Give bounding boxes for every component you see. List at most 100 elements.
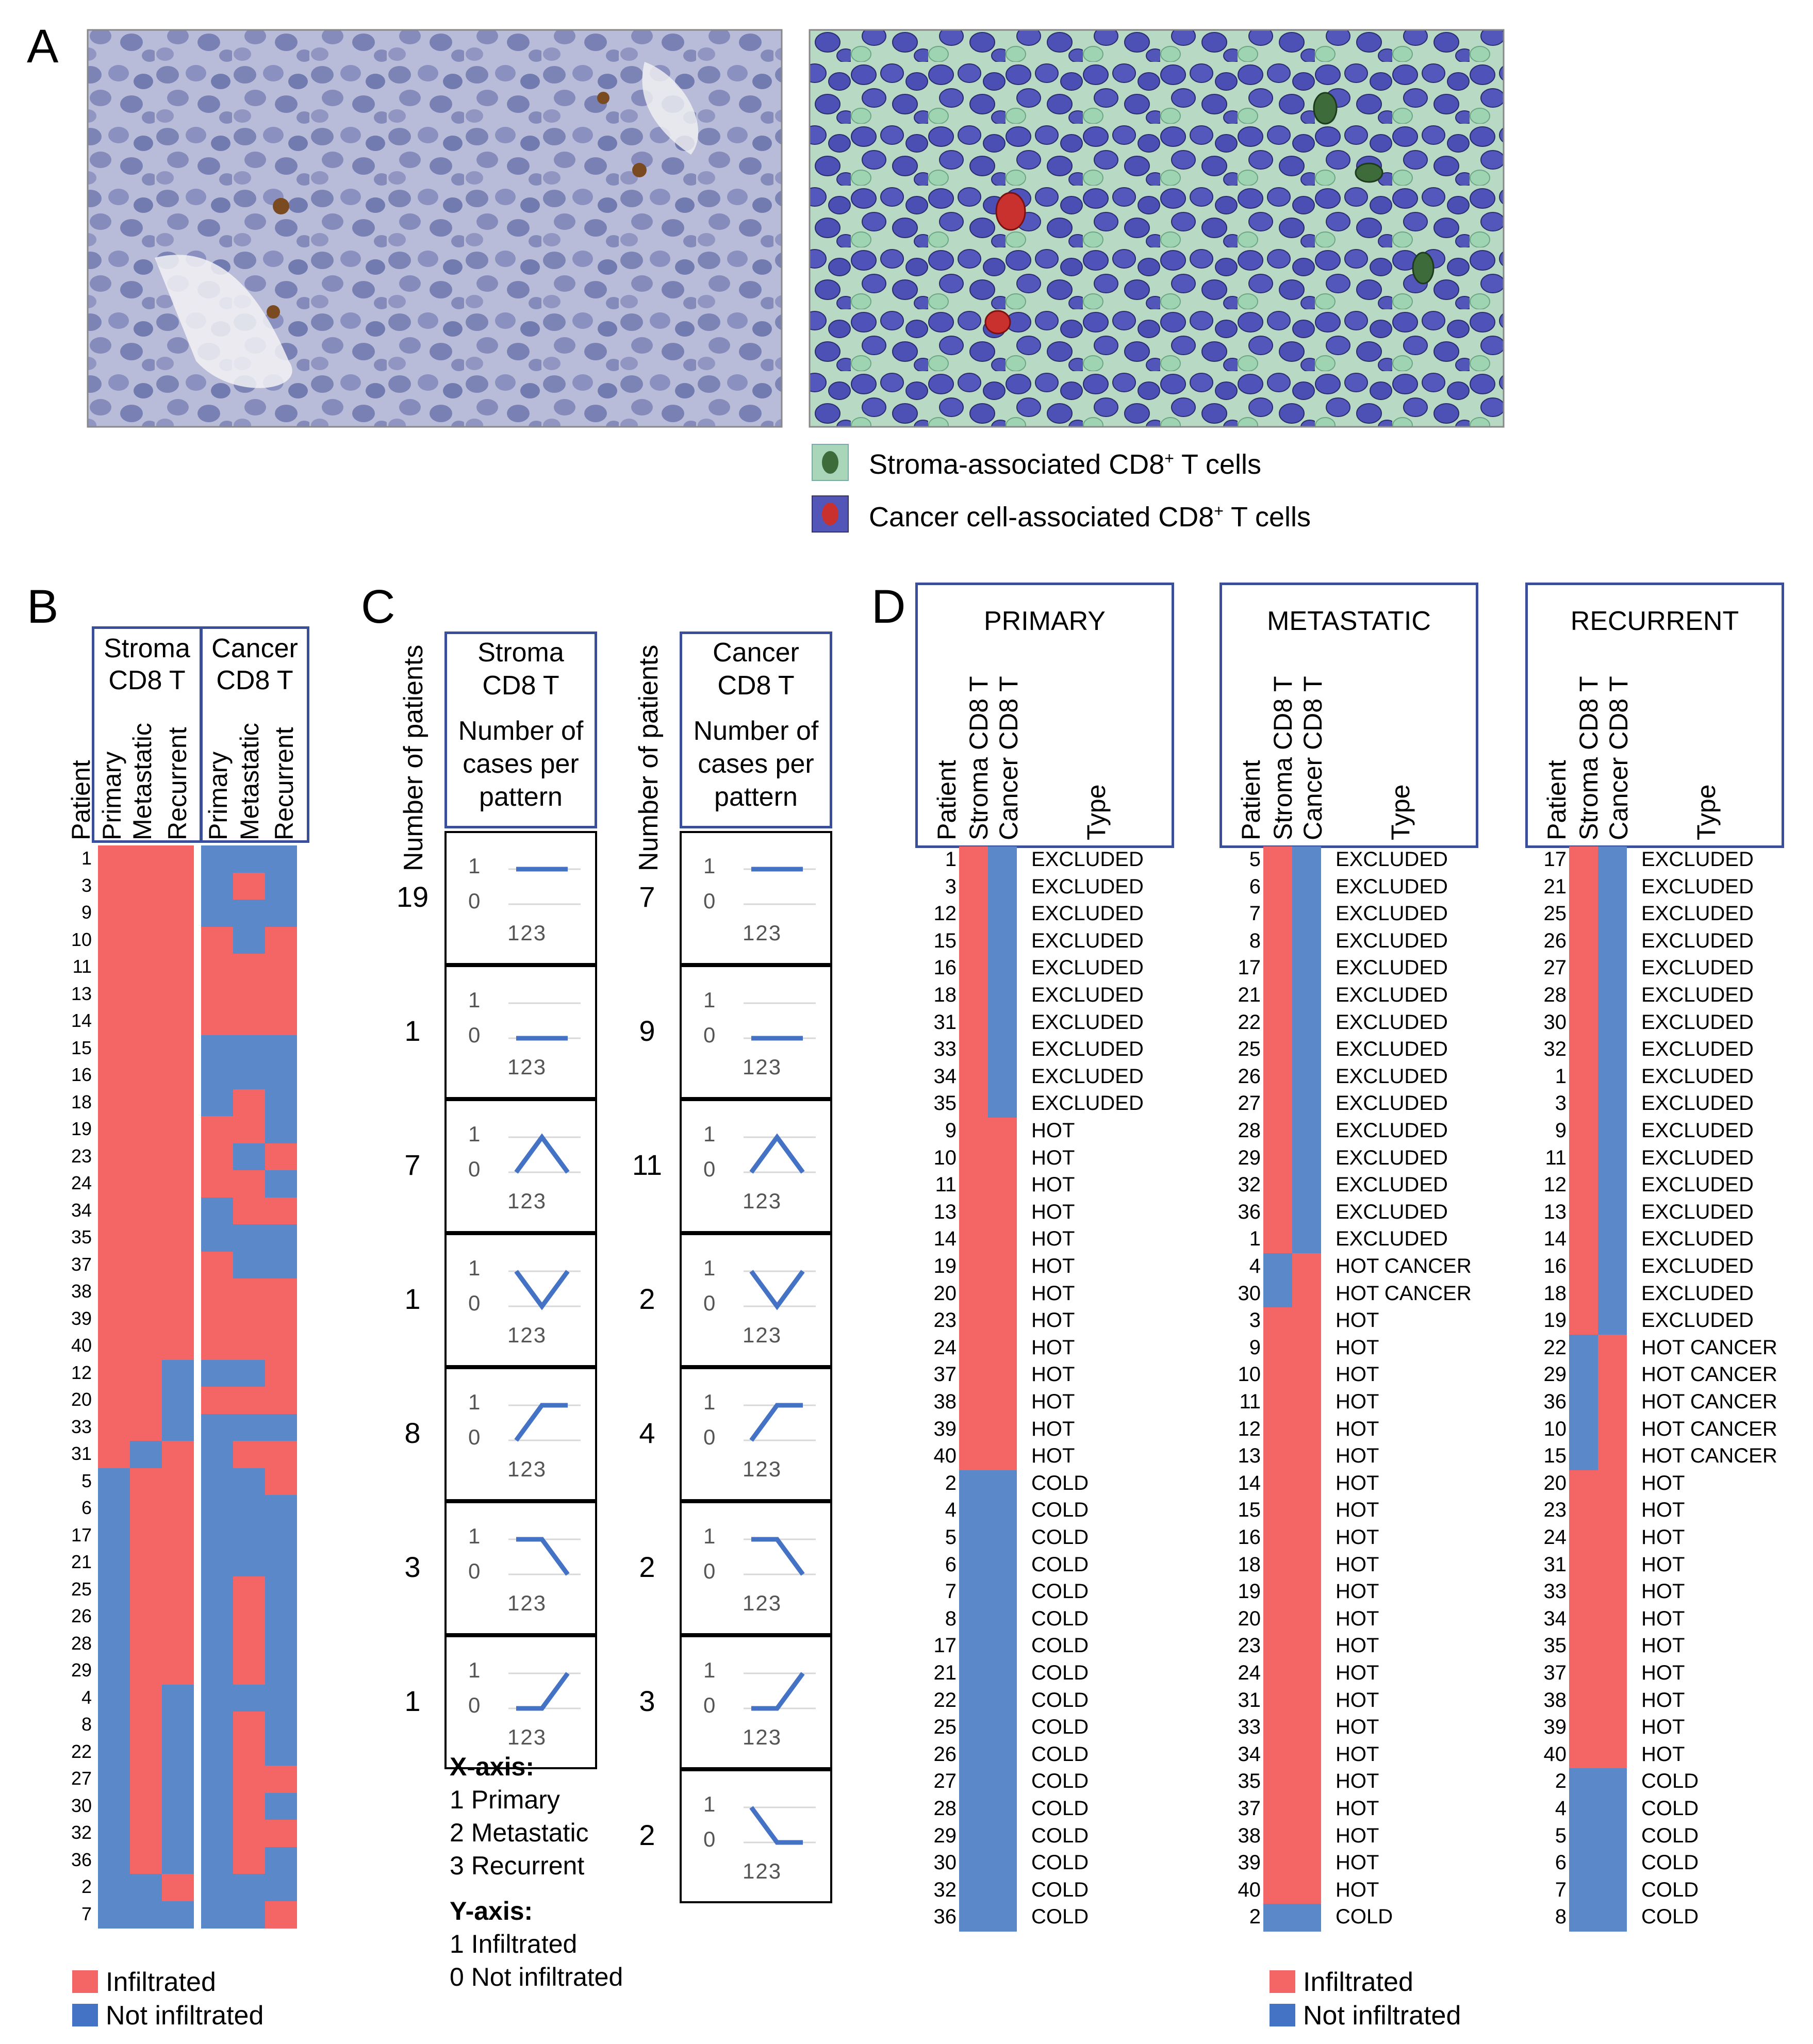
- row-type: HOT: [1031, 1417, 1075, 1440]
- row-type: HOT: [1336, 1607, 1379, 1630]
- stroma-cell: [959, 1144, 988, 1173]
- stroma-cell: [1263, 1524, 1292, 1552]
- legend-d-not-infiltrated-swatch: [1270, 2004, 1295, 2026]
- stroma-cell: [959, 1253, 988, 1281]
- heat-cell-cancer: [201, 1008, 233, 1036]
- row-type: COLD: [1031, 1824, 1089, 1847]
- row-type: COLD: [1641, 1851, 1699, 1874]
- cancer-cell: [988, 1063, 1017, 1091]
- table-title: METASTATIC: [1267, 606, 1431, 636]
- cancer-pattern-count: 4: [639, 1417, 655, 1449]
- heat-cell-cancer: [201, 1305, 233, 1333]
- stroma-cell: [1569, 1822, 1598, 1851]
- cancer-cell: [1292, 1660, 1321, 1688]
- cancer-cell: [988, 846, 1017, 874]
- stroma-pattern-count: 1: [404, 1283, 421, 1315]
- row-patient-id: 9: [1249, 1336, 1261, 1359]
- tick-x: 123: [507, 921, 547, 945]
- column-label: Cancer CD8 T: [1604, 676, 1633, 840]
- micrograph-segmented: [809, 29, 1505, 428]
- row-type: COLD: [1031, 1553, 1089, 1576]
- pattern-series-line: [514, 1270, 570, 1310]
- stroma-cell: [1263, 1796, 1292, 1823]
- row-type: HOT: [1031, 1173, 1075, 1197]
- stroma-pattern-box: 1 0 123: [444, 831, 597, 965]
- legend-d-infiltrated-swatch: [1270, 1970, 1295, 1993]
- cancer-cell: [1292, 1036, 1321, 1064]
- cancer-cell: [1292, 873, 1321, 902]
- cancer-cell: [1292, 1904, 1321, 1932]
- stroma-cell: [959, 1741, 988, 1769]
- cancer-cell: [988, 1850, 1017, 1877]
- cancer-cell: [1598, 1361, 1627, 1389]
- column-label: Type: [1386, 784, 1415, 840]
- heat-cell-cancer: [233, 1603, 265, 1631]
- heat-cell-stroma: [98, 1414, 130, 1441]
- heat-cell-stroma: [98, 1792, 130, 1820]
- patient-id: 29: [71, 1659, 92, 1681]
- cancer-cell: [988, 1796, 1017, 1823]
- row-type: HOT CANCER: [1641, 1336, 1777, 1359]
- heat-cell-stroma: [98, 1549, 130, 1577]
- row-type: EXCLUDED: [1336, 929, 1448, 952]
- heat-cell-stroma: [162, 1333, 194, 1360]
- heat-cell-cancer: [265, 1847, 297, 1874]
- row-type: EXCLUDED: [1641, 1146, 1754, 1169]
- cancer-cell: [988, 1551, 1017, 1580]
- stroma-cell: [1263, 1822, 1292, 1851]
- heat-cell-cancer: [265, 872, 297, 900]
- cancer-cell: [1292, 982, 1321, 1010]
- heat-cell-cancer: [201, 1387, 233, 1415]
- heat-cell-cancer: [233, 1738, 265, 1766]
- row-patient-id: 6: [945, 1553, 957, 1576]
- row-type: COLD: [1641, 1797, 1699, 1820]
- table-title: PRIMARY: [984, 606, 1106, 636]
- row-type: EXCLUDED: [1641, 1010, 1754, 1034]
- stroma-title-line2: CD8 T: [108, 666, 186, 695]
- cancer-cell: [1598, 1144, 1627, 1173]
- heat-cell-cancer: [201, 1224, 233, 1252]
- heat-cell-stroma: [130, 926, 162, 954]
- heat-cell-cancer: [233, 1251, 265, 1279]
- pattern-series-line: [749, 1133, 805, 1174]
- cancer-cell: [1292, 1009, 1321, 1037]
- cancer-cell: [1292, 1090, 1321, 1118]
- heat-cell-stroma: [98, 1008, 130, 1036]
- stroma-cell: [959, 1307, 988, 1335]
- row-patient-id: 19: [933, 1255, 957, 1277]
- heat-cell-cancer: [233, 981, 265, 1008]
- row-type: EXCLUDED: [1031, 1038, 1144, 1061]
- heat-cell-stroma: [130, 1197, 162, 1225]
- cancer-pattern-count: 2: [639, 1819, 655, 1851]
- row-type: EXCLUDED: [1031, 1010, 1144, 1034]
- stroma-header-line: Number of: [458, 716, 584, 746]
- row-type: HOT: [1031, 1309, 1075, 1332]
- heat-cell-cancer: [201, 1901, 233, 1929]
- cancer-cell: [1598, 1470, 1627, 1498]
- cancer-pattern-box: 1 0 123: [680, 1501, 832, 1635]
- tick-y0: 0: [703, 1157, 716, 1181]
- cancer-cell: [1292, 1280, 1321, 1308]
- cancer-cell: [1292, 1172, 1321, 1200]
- pattern-series-line: [516, 1672, 570, 1711]
- cancer-header-line: Cancer: [713, 638, 799, 668]
- heat-cell-stroma: [98, 1657, 130, 1685]
- stroma-cell: [959, 1036, 988, 1064]
- row-type: HOT: [1336, 1878, 1379, 1901]
- heat-cell-cancer: [233, 1062, 265, 1090]
- cancer-cell: [988, 1144, 1017, 1173]
- row-patient-id: 31: [1543, 1553, 1567, 1576]
- row-patient-id: 7: [1555, 1878, 1567, 1901]
- row-type: COLD: [1031, 1661, 1089, 1684]
- stroma-cell: [1569, 927, 1598, 956]
- row-type: EXCLUDED: [1031, 875, 1144, 898]
- heat-cell-cancer: [233, 1035, 265, 1062]
- row-patient-id: 22: [933, 1688, 957, 1711]
- heat-cell-cancer: [233, 1820, 265, 1848]
- row-patient-id: 6: [1555, 1851, 1567, 1874]
- stroma-cell: [1263, 1036, 1292, 1064]
- stroma-cell: [1569, 846, 1598, 874]
- row-patient-id: 35: [1543, 1634, 1567, 1657]
- heat-cell-cancer: [201, 1197, 233, 1225]
- patient-id: 35: [71, 1226, 92, 1248]
